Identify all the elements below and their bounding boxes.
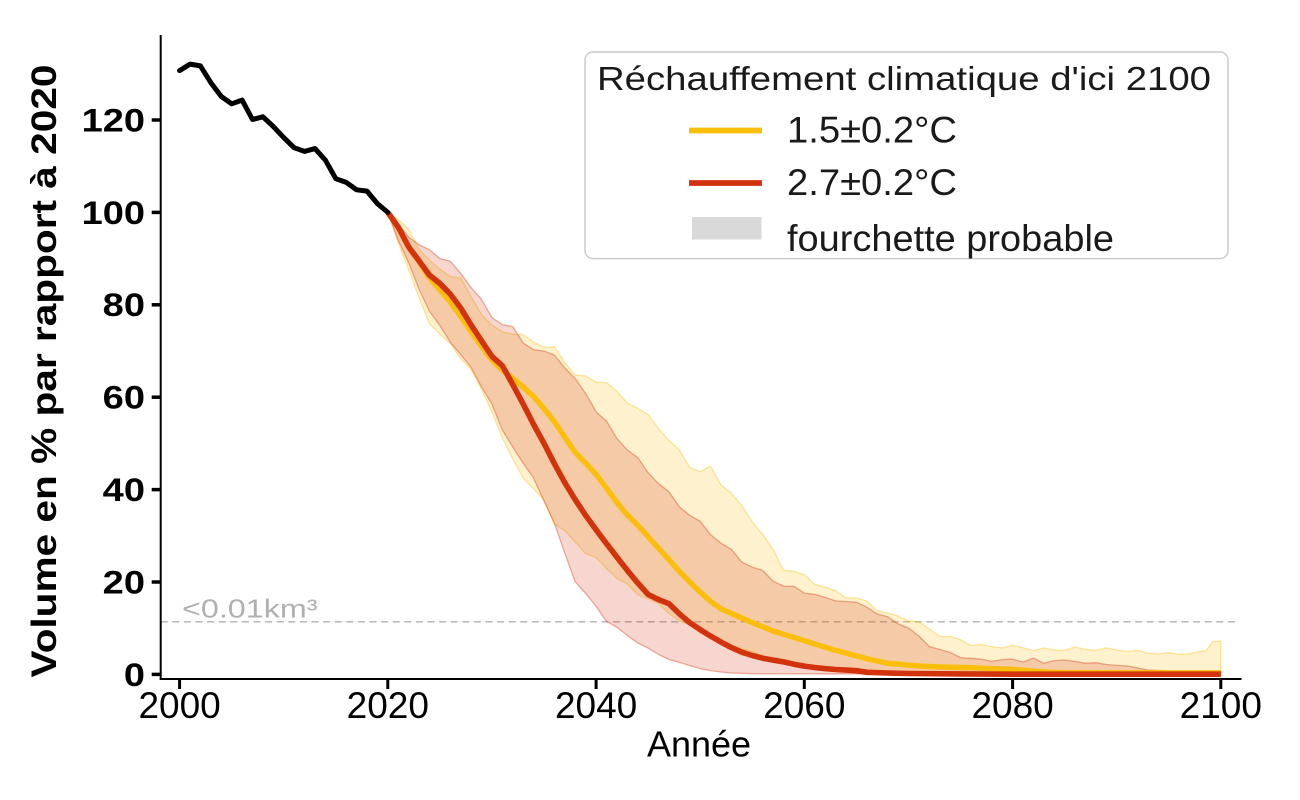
svg-text:0: 0 — [124, 656, 145, 693]
svg-text:40: 40 — [103, 471, 145, 508]
svg-text:2060: 2060 — [763, 685, 845, 726]
svg-text:2080: 2080 — [971, 685, 1053, 726]
svg-text:Volume en % par rapport à 2020: Volume en % par rapport à 2020 — [25, 65, 64, 678]
svg-text:100: 100 — [82, 194, 145, 231]
svg-text:2.7±0.2°C: 2.7±0.2°C — [787, 162, 957, 203]
svg-text:2040: 2040 — [555, 685, 637, 726]
svg-text:60: 60 — [103, 379, 145, 416]
svg-text:80: 80 — [103, 286, 145, 323]
svg-text:<0.01km³: <0.01km³ — [182, 594, 318, 624]
svg-text:2020: 2020 — [347, 685, 429, 726]
svg-text:Année: Année — [647, 723, 751, 764]
svg-text:1.5±0.2°C: 1.5±0.2°C — [787, 110, 957, 151]
svg-text:2100: 2100 — [1180, 685, 1262, 726]
svg-text:120: 120 — [82, 101, 145, 138]
svg-text:fourchette probable: fourchette probable — [787, 218, 1114, 259]
svg-text:Réchauffement climatique d'ici: Réchauffement climatique d'ici 2100 — [597, 60, 1211, 97]
svg-text:2000: 2000 — [138, 685, 220, 726]
svg-text:20: 20 — [103, 563, 145, 600]
